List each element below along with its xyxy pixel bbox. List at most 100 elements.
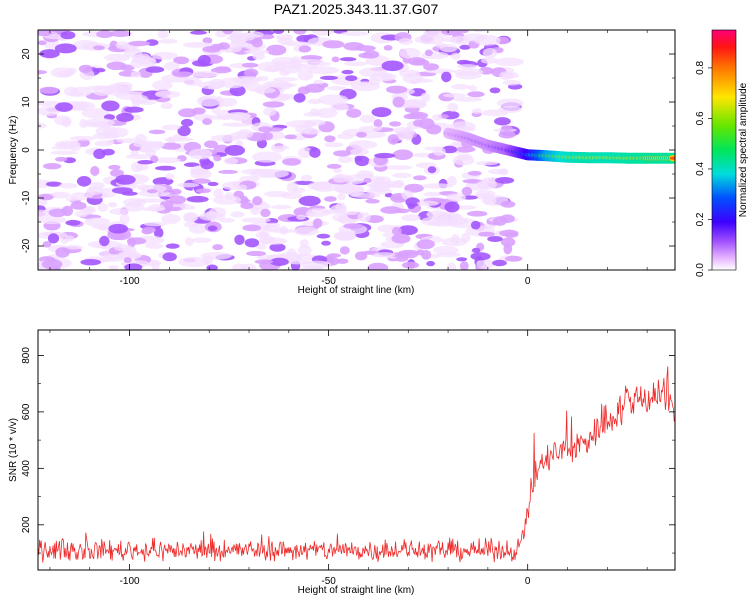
spectrogram-noise-blob <box>263 107 277 117</box>
spectrogram-noise-blob <box>495 177 515 184</box>
spectrogram-noise-blob <box>476 258 495 270</box>
spectrogram-noise-blob <box>294 226 319 236</box>
spectrogram-noise-blob <box>243 68 259 78</box>
spectrogram-noise-blob <box>182 41 213 48</box>
spectrogram-noise-blob <box>316 108 338 118</box>
spectrogram-noise-blob <box>275 34 293 41</box>
spectrogram-noise-blob <box>345 75 358 82</box>
spectrogram-noise-blob <box>133 140 165 148</box>
spectrogram-noise-blob <box>295 124 313 134</box>
spectrogram-noise-blob <box>333 176 347 183</box>
spectrogram-noise-blob <box>202 118 213 125</box>
spectrogram-noise-blob <box>354 155 370 167</box>
spectrogram-noise-blob <box>416 200 439 206</box>
spectrogram-noise-blob <box>492 259 507 267</box>
spectrogram-noise-blob <box>70 86 92 97</box>
spectrogram-noise-blob <box>103 254 123 260</box>
spectrogram-noise-blob <box>339 211 359 216</box>
spectrogram-noise-blob <box>413 175 427 181</box>
spectrogram-noise-blob <box>130 161 144 173</box>
spectrogram-y-tick-label: -20 <box>21 238 32 253</box>
spectrogram-noise-blob <box>152 80 173 91</box>
spectrogram-noise-blob <box>398 225 418 236</box>
spectrogram-noise-blob <box>252 196 263 206</box>
spectrogram-noise-blob <box>293 93 306 103</box>
spectrogram-noise-blob <box>389 121 402 127</box>
spectrogram-noise-blob <box>207 181 219 187</box>
spectrogram-noise-blob <box>143 222 168 227</box>
spectrogram-noise-blob <box>401 214 421 222</box>
spectrogram-y-tick-label: 10 <box>21 96 32 108</box>
spectrogram-noise-blob <box>165 173 175 180</box>
spectrogram-noise-blob <box>281 192 303 200</box>
spectrogram-noise-blob <box>124 106 144 113</box>
spectrogram-noise-blob <box>473 30 485 33</box>
spectrogram-noise-blob <box>284 134 297 140</box>
spectrogram-noise-blob <box>145 149 156 157</box>
spectrogram-noise-blob <box>101 148 115 156</box>
spectrogram-noise-blob <box>387 134 399 145</box>
spectrogram-noise-blob <box>160 102 173 110</box>
snr-x-label: Height of straight line (km) <box>298 585 415 596</box>
spectrogram-noise-blob <box>360 114 376 123</box>
snr-y-tick-label: 200 <box>21 516 32 533</box>
spectrogram-noise-blob <box>202 37 213 44</box>
spectrogram-noise-blob <box>152 51 178 60</box>
spectrogram-noise-blob <box>128 40 151 47</box>
spectrogram-noise-blob <box>467 91 485 98</box>
spectrogram-noise-blob <box>393 179 405 189</box>
spectrogram-noise-blob <box>333 150 351 157</box>
spectrogram-noise-blob <box>441 237 468 247</box>
spectrogram-noise-blob <box>54 43 77 54</box>
spectrogram-noise-blob <box>173 56 190 65</box>
spectrogram-noise-blob <box>407 203 416 209</box>
spectrogram-noise-blob <box>260 208 271 218</box>
spectrogram-noise-blob <box>297 69 314 81</box>
spectrogram-noise-blob <box>145 66 165 73</box>
spectrogram-noise-blob <box>185 237 194 246</box>
spectrogram-noise-blob <box>170 188 182 195</box>
spectrogram-noise-blob <box>229 112 250 122</box>
spectrogram-noise-blob <box>402 126 415 138</box>
spectrogram-noise-blob <box>386 85 408 94</box>
spectrogram-noise-blob <box>81 108 111 119</box>
spectrogram-noise-blob <box>421 183 453 189</box>
spectrogram-noise-blob <box>160 142 181 150</box>
spectrogram-noise-blob <box>344 174 367 184</box>
spectrogram-noise-blob <box>394 256 409 262</box>
spectrogram-noise-blob <box>449 121 476 131</box>
spectrogram-noise-blob <box>312 218 323 229</box>
spectrogram-noise-blob <box>153 227 164 239</box>
spectrogram-noise-blob <box>504 255 523 262</box>
colorbar: 0.0 0.2 0.4 0.6 0.8 Normalized spectral ampl… <box>695 29 749 277</box>
spectrogram-noise-blob <box>420 92 431 103</box>
spectrogram-noise-blob <box>270 204 292 210</box>
spectrogram-noise-blob <box>59 183 78 189</box>
spectrogram-noise-blob <box>147 189 158 194</box>
snr-panel: -100 -50 0 200 400 600 800 Height of straight … <box>8 329 676 596</box>
spectrogram-noise-blob <box>55 142 76 149</box>
spectrogram-noise-blob <box>105 83 133 93</box>
snr-y-tick-label: 800 <box>21 347 32 364</box>
spectrogram-noise-blob <box>478 231 495 237</box>
spectrogram-noise-blob <box>432 211 463 223</box>
spectrogram-noise-blob <box>459 44 471 50</box>
spectrogram-noise-blob <box>482 48 497 59</box>
spectrogram-noise-blob <box>494 57 524 67</box>
spectrogram-noise-blob <box>380 72 393 81</box>
spectrogram-noise-blob <box>55 247 70 258</box>
spectrogram-noise-blob <box>251 38 263 48</box>
spectrogram-noise-blob <box>416 239 435 250</box>
spectrogram-noise-blob <box>241 217 271 223</box>
spectrogram-noise-blob <box>116 138 143 144</box>
spectrogram-noise-blob <box>177 182 200 188</box>
spectrogram-noise-blob <box>110 169 124 177</box>
snr-x-tick-label: -50 <box>321 576 336 587</box>
spectrogram-noise-blob <box>266 228 299 233</box>
spectrogram-noise-blob <box>232 263 248 270</box>
spectrogram-noise-blob <box>446 176 457 187</box>
spectrogram-noise-blob <box>108 201 118 208</box>
spectrogram-noise-blob <box>124 263 143 270</box>
